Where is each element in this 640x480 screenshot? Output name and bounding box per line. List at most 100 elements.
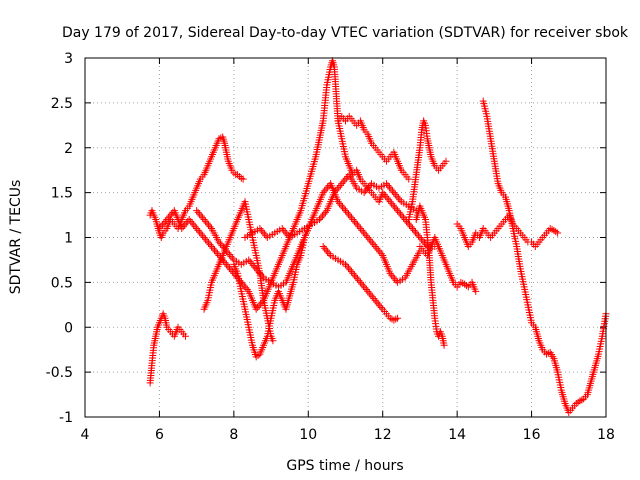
data-point [163, 216, 171, 224]
data-point [352, 219, 360, 227]
data-point [362, 232, 370, 240]
data-point [398, 212, 406, 220]
data-point [336, 181, 344, 189]
data-point [248, 260, 256, 268]
data-point [199, 214, 207, 222]
series-satellite-track-6 [230, 225, 312, 361]
data-point [349, 269, 357, 277]
series-satellite-track-3 [155, 57, 439, 313]
data-point [361, 284, 369, 292]
data-point [373, 298, 381, 306]
data-point [392, 205, 400, 213]
y-axis-label: SDTVAR / TECUs [8, 180, 24, 295]
data-point [349, 216, 357, 224]
data-point [227, 266, 235, 274]
data-point [417, 235, 425, 243]
data-point [251, 263, 259, 271]
data-point [386, 198, 394, 206]
y-tick-label: 0.5 [51, 275, 73, 291]
data-point [391, 275, 399, 283]
data-point [370, 295, 378, 303]
x-tick-label: 12 [374, 427, 392, 443]
data-point [194, 208, 202, 216]
data-point [193, 207, 201, 215]
data-point [385, 183, 393, 191]
data-point [245, 256, 253, 264]
data-point [320, 210, 328, 218]
data-point [197, 230, 205, 238]
data-point [371, 242, 379, 250]
data-point [353, 221, 361, 229]
data-point [361, 230, 369, 238]
data-point [237, 174, 245, 182]
data-point [242, 284, 250, 292]
data-point [440, 341, 448, 349]
data-point [337, 201, 345, 209]
series-satellite-track-12 [416, 234, 480, 295]
data-point [317, 214, 325, 222]
data-point [334, 198, 342, 206]
data-point [182, 219, 190, 227]
data-point [208, 242, 216, 250]
data-point [193, 225, 201, 233]
data-point [396, 196, 404, 204]
data-point [390, 189, 398, 197]
data-point [355, 277, 363, 285]
data-point [395, 208, 403, 216]
data-point [408, 225, 416, 233]
data-point [397, 210, 405, 218]
data-point [233, 273, 241, 281]
data-point [338, 180, 346, 188]
data-point [388, 187, 396, 195]
data-point [158, 221, 166, 229]
y-tick-label: -1 [59, 410, 73, 426]
data-point [213, 250, 221, 258]
data-point [382, 180, 390, 188]
data-point [278, 225, 286, 233]
data-point [196, 210, 204, 218]
data-point [387, 185, 395, 193]
data-point [365, 289, 373, 297]
data-point [188, 219, 196, 227]
data-point [257, 226, 265, 234]
data-point [339, 178, 347, 186]
x-tick-label: 16 [523, 427, 541, 443]
data-point [319, 242, 327, 250]
series-satellite-track-14 [479, 97, 610, 417]
data-point [225, 251, 233, 259]
data-point [404, 219, 412, 227]
data-point [346, 212, 354, 220]
data-point [344, 210, 352, 218]
data-point [200, 216, 208, 224]
data-point [373, 244, 381, 252]
data-point [353, 275, 361, 283]
data-point [394, 314, 402, 322]
data-point [205, 239, 213, 247]
y-tick-label: 0 [64, 320, 73, 336]
data-point [370, 241, 378, 249]
y-tick-label: 3 [64, 51, 73, 67]
data-point [243, 286, 251, 294]
data-point [384, 181, 392, 189]
data-point [358, 226, 366, 234]
data-point [283, 230, 291, 238]
x-tick-label: 18 [597, 427, 615, 443]
data-point [206, 241, 214, 249]
series-satellite-track-10 [405, 117, 450, 224]
series-satellite-track-11 [412, 202, 448, 349]
data-point [343, 262, 351, 270]
y-tick-label: 2 [64, 141, 73, 157]
data-point [554, 229, 562, 237]
data-point [362, 187, 370, 195]
data-point [194, 226, 202, 234]
data-point [166, 212, 174, 220]
plot-frame [84, 57, 607, 418]
data-point [181, 332, 189, 340]
data-point [212, 248, 220, 256]
data-point [383, 194, 391, 202]
data-point [206, 223, 214, 231]
data-point [157, 223, 165, 231]
data-point [350, 271, 358, 279]
data-point [321, 187, 329, 195]
